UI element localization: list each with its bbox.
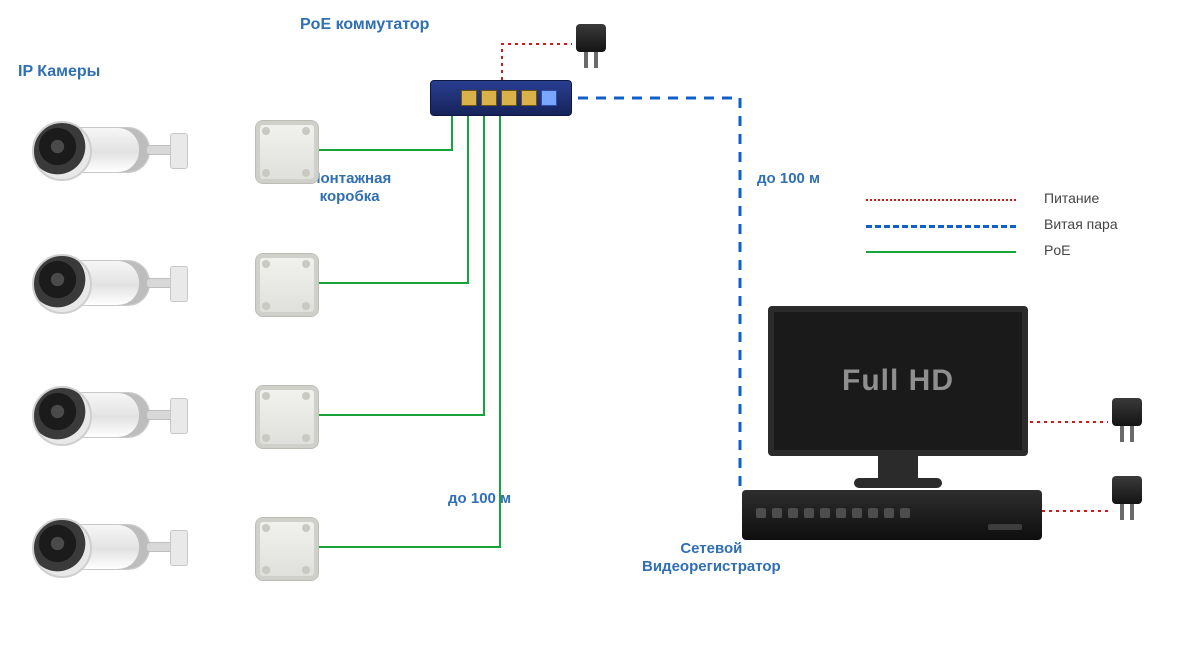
label-ip-cameras: IP Камеры bbox=[18, 62, 100, 81]
power-adapter-nvr bbox=[1108, 476, 1146, 522]
legend-line-poe bbox=[866, 251, 1016, 253]
ip-camera bbox=[38, 380, 198, 450]
legend-label-power: Питание bbox=[1044, 190, 1099, 207]
label-junction-box: Монтажная коробка bbox=[308, 170, 391, 206]
poe-switch-device bbox=[430, 80, 572, 116]
legend-line-power bbox=[866, 199, 1016, 201]
nvr-device bbox=[742, 490, 1042, 540]
legend-label-poe: PoE bbox=[1044, 242, 1070, 259]
label-distance-right: до 100 м bbox=[757, 170, 820, 188]
junction-box bbox=[255, 120, 319, 184]
monitor-screen-text: Full HD bbox=[842, 364, 954, 398]
label-nvr: Сетевой Видеорегистратор bbox=[642, 540, 781, 576]
ip-camera bbox=[38, 115, 198, 185]
junction-box bbox=[255, 253, 319, 317]
label-distance-left: до 100 м bbox=[448, 490, 511, 508]
ip-camera bbox=[38, 512, 198, 582]
power-adapter-monitor bbox=[1108, 398, 1146, 444]
monitor: Full HD bbox=[768, 306, 1028, 476]
junction-box bbox=[255, 517, 319, 581]
legend-line-tp bbox=[866, 225, 1016, 228]
legend-label-tp: Витая пара bbox=[1044, 216, 1118, 233]
power-adapter-switch bbox=[572, 24, 610, 70]
ip-camera bbox=[38, 248, 198, 318]
label-poe-switch: PoE коммутатор bbox=[300, 15, 429, 34]
junction-box bbox=[255, 385, 319, 449]
